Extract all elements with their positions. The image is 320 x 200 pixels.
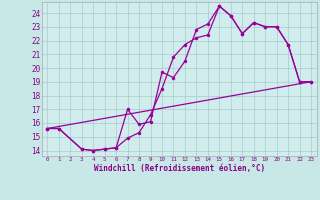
X-axis label: Windchill (Refroidissement éolien,°C): Windchill (Refroidissement éolien,°C) [94, 164, 265, 173]
